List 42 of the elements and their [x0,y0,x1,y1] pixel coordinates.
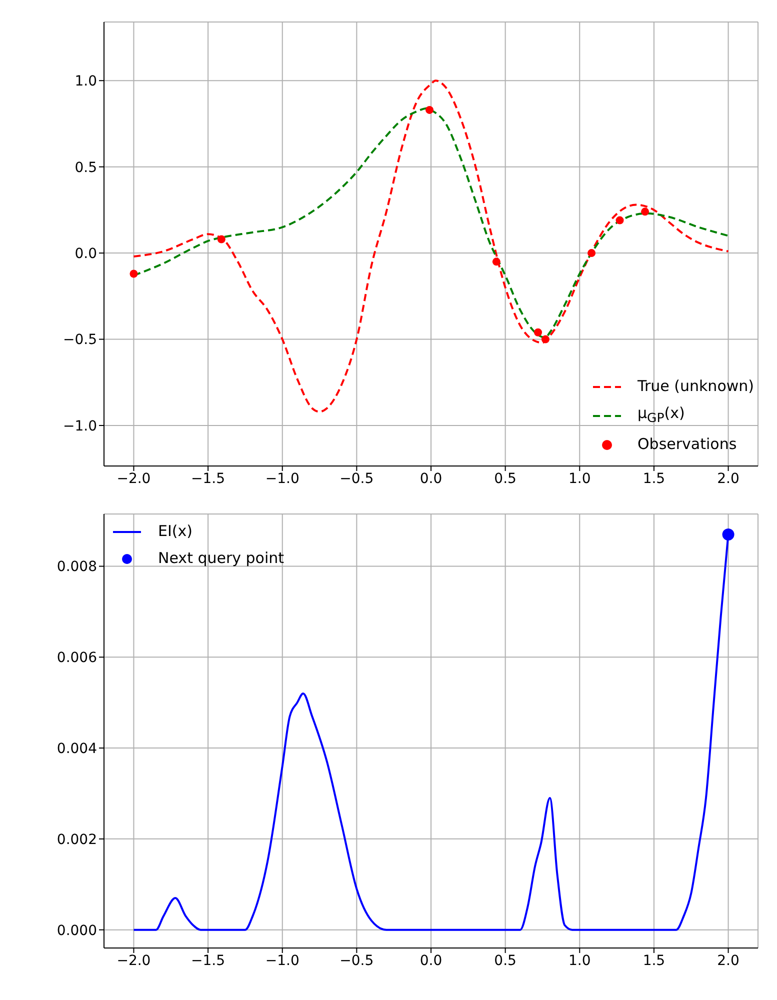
y-tick-label: 0.008 [56,559,97,576]
y-tick-label: 0.006 [56,650,98,666]
x-tick-label: 1.5 [642,952,666,969]
point [130,270,138,278]
x-tick-label: −1.5 [191,470,226,487]
y-tick-label: 1.0 [74,74,97,90]
x-tick-label: −1.0 [265,470,300,487]
x-tick-label: 0.0 [420,470,442,487]
x-tick-label: 0.0 [420,952,442,969]
point [541,335,550,344]
x-tick-label: 1.0 [568,952,591,969]
y-tick-label: 0.002 [56,832,97,848]
y-tick-label: −1.0 [63,418,97,434]
point [616,216,624,224]
x-tick-label: −1.5 [191,952,226,969]
point [217,235,226,244]
y-tick-label: −0.5 [63,332,97,348]
x-tick-label: 2.0 [717,470,740,487]
x-tick-label: 2.0 [717,952,740,969]
y-tick-label: 0.0 [74,246,97,262]
y-tick-label: 0.000 [56,922,97,939]
x-tick-label: 1.5 [642,470,666,487]
x-tick-label: −0.5 [340,470,374,487]
x-tick-label: −2.0 [116,952,151,969]
legend-label: EI(x) [158,521,192,542]
point [534,328,542,336]
legend-label: Next query point [158,548,284,569]
y-tick-label: 0.5 [74,160,97,176]
legend-label: Observations [638,434,737,455]
x-tick-label: −1.0 [265,952,300,969]
x-tick-label: −0.5 [340,952,374,969]
point [641,208,650,216]
point [492,258,500,266]
x-tick-label: 0.5 [494,470,516,487]
x-tick-label: −2.0 [116,470,151,487]
x-tick-label: 0.5 [494,952,516,969]
x-tick-label: 1.0 [568,470,591,487]
point [588,249,596,258]
y-tick-label: 0.004 [56,741,98,758]
point [426,106,434,114]
legend-label: True (unknown) [638,376,754,397]
legend-label: μ$_{GP}$(x) [638,403,685,427]
